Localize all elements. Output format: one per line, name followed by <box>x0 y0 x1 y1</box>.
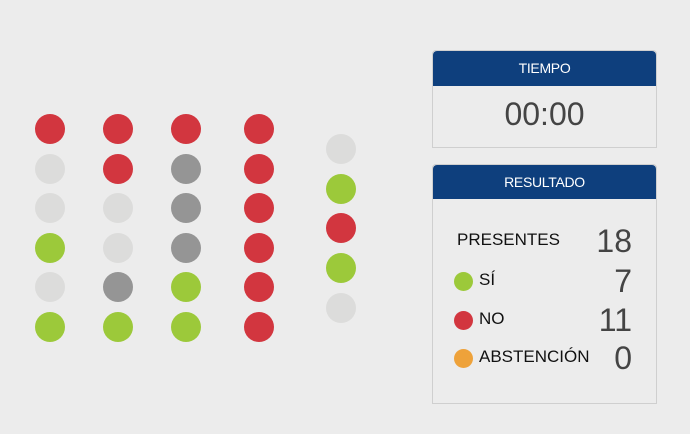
presentes-label: PRESENTES <box>457 230 560 249</box>
result-panel: RESULTADO PRESENTES 18 SÍ 7 NO 11 ABSTEN… <box>432 164 657 404</box>
abstencion-row: ABSTENCIÓN 0 <box>433 340 656 376</box>
no-row: NO 11 <box>433 302 656 338</box>
seat-dot-no <box>326 213 356 243</box>
si-count: 7 <box>614 263 632 299</box>
seat-dot-vacio <box>35 272 65 302</box>
seat-dot-vacio <box>35 154 65 184</box>
si-label: SÍ <box>479 270 496 289</box>
timer-header: TIEMPO <box>433 51 656 86</box>
seat-dot-no <box>244 114 274 144</box>
seat-dot-ausente <box>171 233 201 263</box>
presentes-row: PRESENTES 18 <box>433 223 656 259</box>
seat-dot-no <box>244 233 274 263</box>
seat-dot-ausente <box>171 154 201 184</box>
seat-dot-si <box>35 233 65 263</box>
abstencion-dot-icon <box>454 349 473 368</box>
seat-dot-si <box>171 272 201 302</box>
si-dot-icon <box>454 272 473 291</box>
presentes-count: 18 <box>596 223 632 259</box>
no-dot-icon <box>454 311 473 330</box>
abstencion-label: ABSTENCIÓN <box>479 347 590 366</box>
seat-dot-si <box>326 174 356 204</box>
no-count: 11 <box>598 302 632 338</box>
result-header: RESULTADO <box>433 165 656 199</box>
seat-dot-no <box>244 312 274 342</box>
seat-dot-no <box>35 114 65 144</box>
seat-dot-vacio <box>326 293 356 323</box>
seat-dot-no <box>103 114 133 144</box>
no-label: NO <box>479 309 505 328</box>
seat-dot-vacio <box>103 193 133 223</box>
abstencion-count: 0 <box>614 340 632 376</box>
si-row: SÍ 7 <box>433 263 656 299</box>
seat-dot-no <box>244 272 274 302</box>
seat-dot-si <box>35 312 65 342</box>
seat-dot-no <box>103 154 133 184</box>
seat-dot-vacio <box>35 193 65 223</box>
seat-dot-si <box>171 312 201 342</box>
seat-dot-no <box>171 114 201 144</box>
timer-value: 00:00 <box>504 96 585 132</box>
seat-dot-vacio <box>326 134 356 164</box>
seat-dot-si <box>326 253 356 283</box>
seat-dot-ausente <box>103 272 133 302</box>
seat-dot-ausente <box>171 193 201 223</box>
seat-dot-no <box>244 154 274 184</box>
seat-dot-no <box>244 193 274 223</box>
timer-panel: TIEMPO 00:00 <box>432 50 657 148</box>
seat-dot-si <box>103 312 133 342</box>
seat-dot-vacio <box>103 233 133 263</box>
